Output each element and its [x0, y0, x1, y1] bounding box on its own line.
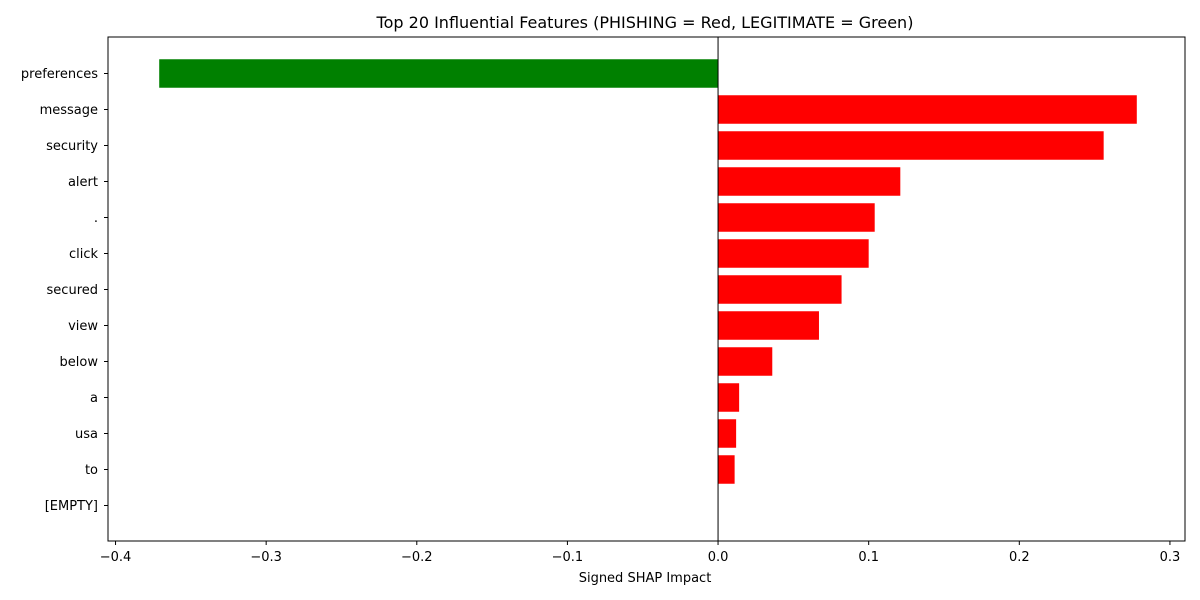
y-tick-label-5: click [69, 247, 99, 262]
plot-area: preferences message security alert. click sec… [21, 36, 1186, 565]
y-tick-label-7: view [68, 319, 98, 334]
x-tick-label-1: −0.3 [250, 550, 282, 565]
y-tick-label-9: a [90, 391, 98, 406]
y-tick-label-11: to [85, 463, 98, 478]
x-tick-label-7: 0.3 [1160, 550, 1181, 565]
x-tick-label-5: 0.1 [858, 550, 879, 565]
x-tick-label-0: −0.4 [100, 550, 132, 565]
bar-4 [718, 203, 875, 232]
bar-5 [718, 239, 869, 268]
y-tick-label-0: preferences [21, 67, 98, 82]
y-tick-label-12: [EMPTY] [45, 499, 98, 514]
bar-9 [718, 383, 740, 412]
bar-7 [718, 311, 819, 340]
y-tick-label-8: below [60, 355, 99, 370]
y-tick-label-10: usa [75, 427, 98, 442]
chart-title: Top 20 Influential Features (PHISHING = … [376, 13, 914, 32]
bar-11 [718, 455, 735, 484]
x-axis-label: Signed SHAP Impact [579, 571, 712, 586]
bar-0 [159, 59, 719, 88]
bar-6 [718, 275, 842, 304]
y-tick-label-2: security [46, 139, 98, 154]
bar-10 [718, 419, 737, 448]
x-tick-label-2: −0.2 [401, 550, 433, 565]
y-tick-label-3: alert [68, 175, 98, 190]
x-tick-label-6: 0.2 [1009, 550, 1030, 565]
bar-8 [718, 347, 773, 376]
x-tick-label-3: −0.1 [552, 550, 584, 565]
y-tick-label-6: secured [47, 283, 98, 298]
bar-2 [718, 131, 1104, 160]
y-tick-label-4: . [94, 211, 98, 226]
y-tick-label-1: message [40, 103, 98, 118]
bar-1 [718, 95, 1137, 124]
x-tick-label-4: 0.0 [708, 550, 729, 565]
bar-3 [718, 167, 901, 196]
